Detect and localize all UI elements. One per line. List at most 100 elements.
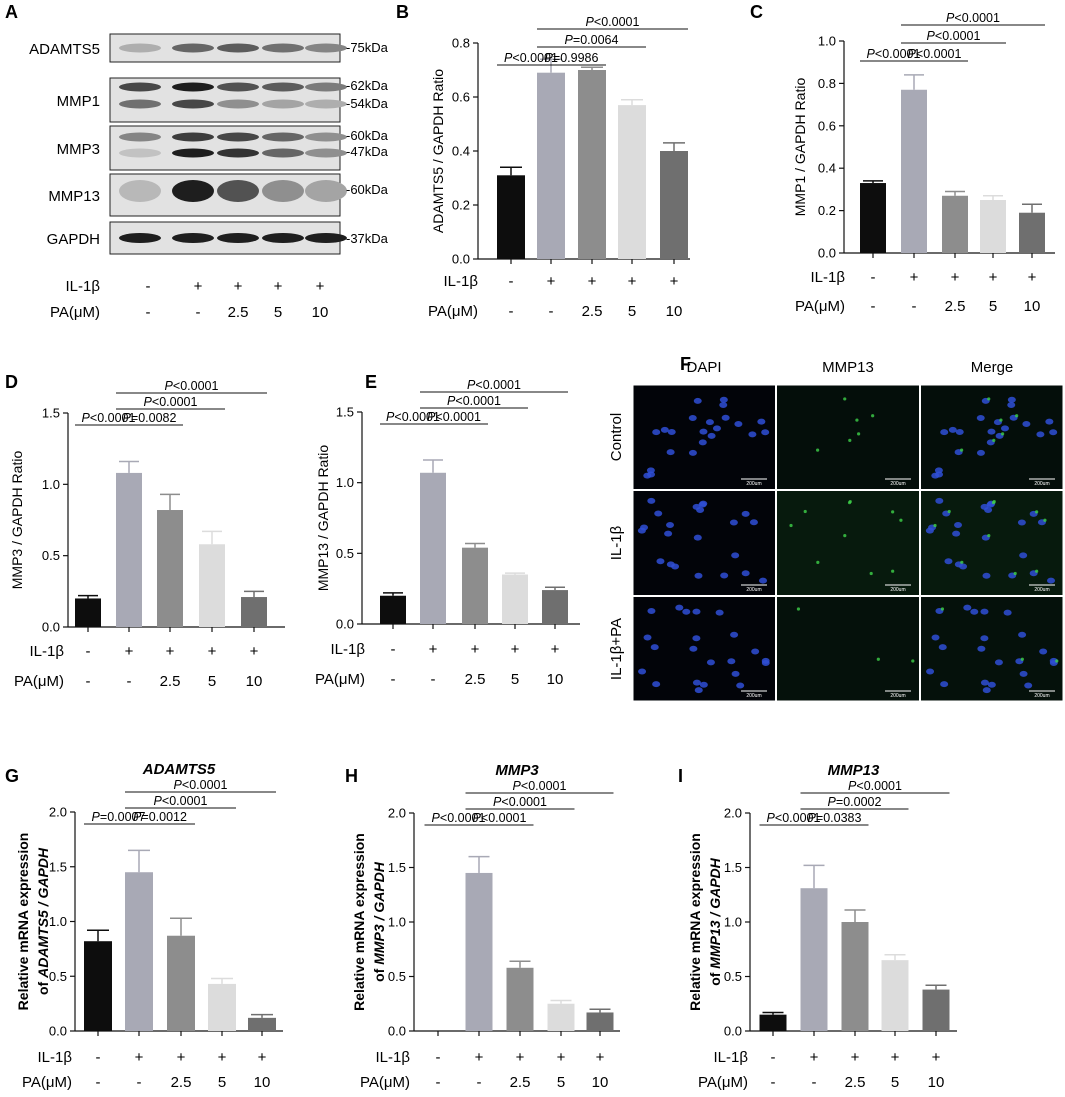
- kda-marker-label: -47kDa: [346, 144, 389, 159]
- il1b-value: +: [891, 1049, 900, 1066]
- nucleus: [1045, 418, 1054, 425]
- p-value-label: P<0.0001: [946, 11, 1000, 25]
- green-haze: [777, 385, 919, 489]
- y-tick-label: 0.0: [49, 1024, 67, 1039]
- mmp13-signal: [1043, 518, 1047, 522]
- micrograph-image: [633, 491, 775, 595]
- blot-band: [262, 99, 304, 109]
- blot-band: [217, 180, 259, 202]
- p-value-label: P<0.0001: [513, 779, 567, 793]
- pa-value: 2.5: [465, 671, 486, 688]
- pa-value: 5: [891, 1074, 899, 1091]
- pa-value: 2.5: [510, 1074, 531, 1091]
- il1b-row-label: IL-1β: [331, 641, 366, 658]
- pa-value: 2.5: [160, 673, 181, 690]
- pa-row-label: PA(μM): [360, 1074, 410, 1091]
- blot-band: [172, 82, 214, 92]
- pa-value: 5: [628, 303, 636, 320]
- il1b-row-label: IL-1β: [376, 1049, 411, 1066]
- nucleus: [982, 572, 991, 579]
- pa-value: -: [509, 303, 514, 320]
- p-value-label: P=0.9986: [545, 51, 599, 65]
- il1b-value: +: [932, 1049, 941, 1066]
- nucleus: [693, 397, 702, 404]
- bar: [502, 574, 528, 624]
- scale-bar-label: 200um: [1034, 587, 1049, 593]
- bar: [248, 1017, 276, 1031]
- il1b-value: +: [471, 641, 480, 658]
- nucleus: [970, 608, 979, 615]
- pa-value: 10: [254, 1074, 271, 1091]
- mmp13-signal: [999, 418, 1003, 422]
- y-axis-label: MMP3 / GAPDH Ratio: [9, 451, 25, 590]
- p-value-label: P<0.0001: [427, 410, 481, 424]
- blot-band: [172, 99, 214, 109]
- scale-bar-label: 200um: [1034, 481, 1049, 487]
- nucleus: [719, 396, 728, 403]
- bar: [420, 472, 446, 624]
- p-value-label: P<0.0001: [82, 411, 136, 425]
- if-column-header: Merge: [971, 359, 1014, 376]
- nucleus: [1003, 609, 1012, 616]
- y-axis-label: MMP13 / GAPDH Ratio: [315, 445, 331, 591]
- nucleus: [652, 429, 661, 436]
- blot-band: [119, 132, 161, 142]
- y-axis-label: Relative mRNA expression: [15, 833, 31, 1011]
- il1b-value: +: [1028, 269, 1037, 286]
- y-tick-label: 0.0: [388, 1024, 406, 1039]
- nucleus: [1047, 577, 1056, 584]
- if-row-label: IL-1β+PA: [608, 618, 625, 680]
- blot-band: [172, 132, 214, 142]
- nucleus: [682, 608, 691, 615]
- mmp13-signal: [899, 518, 903, 522]
- il1b-value: +: [475, 1049, 484, 1066]
- mmp13-signal: [987, 397, 991, 401]
- il1b-value: -: [86, 643, 91, 660]
- p-value-label: P<0.0001: [165, 379, 219, 393]
- nucleus: [656, 558, 665, 565]
- nucleus: [938, 644, 947, 651]
- nucleus: [694, 572, 703, 579]
- nucleus: [944, 558, 953, 565]
- nucleus: [1007, 401, 1016, 408]
- mmp13-signal: [789, 523, 793, 528]
- bar: [465, 872, 493, 1031]
- mmp13-signal: [848, 438, 852, 442]
- mmp13-signal: [803, 509, 807, 514]
- nucleus: [749, 519, 758, 526]
- y-axis-label-gene: of ADAMTS5 / GAPDH: [35, 847, 51, 995]
- nucleus: [698, 439, 707, 446]
- pa-value: -: [196, 304, 201, 321]
- panel-letter-d: D: [5, 372, 18, 392]
- mmp13-signal: [816, 560, 820, 564]
- blot-band: [217, 99, 259, 109]
- bar: [586, 1012, 614, 1031]
- y-axis-label: Relative mRNA expression: [351, 833, 367, 1011]
- if-column-header: DAPI: [686, 359, 721, 376]
- nucleus: [1017, 519, 1026, 526]
- nucleus: [987, 681, 996, 688]
- green-haze: [777, 491, 919, 595]
- il1b-value: +: [194, 278, 203, 295]
- y-tick-label: 0.6: [818, 118, 836, 133]
- nucleus: [1039, 648, 1048, 655]
- panel-letter-c: C: [750, 2, 763, 22]
- nucleus: [963, 604, 972, 611]
- y-axis-label: Relative mRNA expression: [687, 833, 703, 1011]
- mmp13-signal: [857, 432, 861, 436]
- p-value-label: P=0.0012: [133, 810, 187, 824]
- pa-value: -: [146, 304, 151, 321]
- blot-band: [119, 148, 161, 158]
- green-haze: [777, 597, 919, 701]
- pa-value: -: [431, 671, 436, 688]
- nucleus: [1018, 631, 1027, 638]
- il1b-value: -: [871, 269, 876, 286]
- y-tick-label: 0.5: [42, 548, 60, 563]
- y-tick-label: 1.5: [42, 406, 60, 421]
- y-tick-label: 1.0: [49, 914, 67, 929]
- pa-value: -: [436, 1074, 441, 1091]
- nucleus: [984, 507, 993, 514]
- nucleus: [696, 507, 705, 514]
- micrograph-image: [777, 385, 919, 489]
